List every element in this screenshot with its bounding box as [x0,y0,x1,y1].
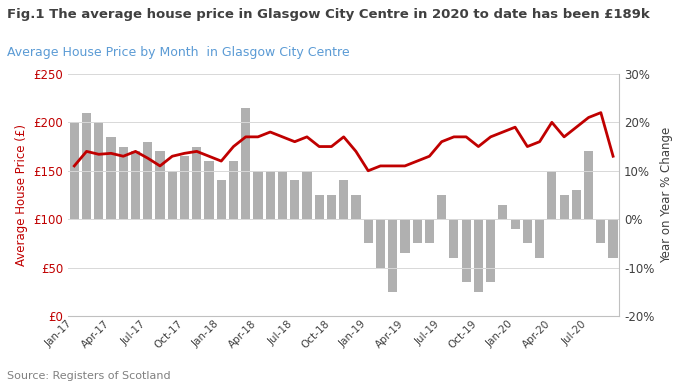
Text: Average House Price by Month  in Glasgow City Centre: Average House Price by Month in Glasgow … [7,46,350,59]
Bar [290,181,299,219]
Text: Fig.1 The average house price in Glasgow City Centre in 2020 to date has been £1: Fig.1 The average house price in Glasgow… [7,8,649,21]
Bar [217,181,226,219]
Text: Source: Registers of Scotland: Source: Registers of Scotland [7,371,171,381]
Bar [449,219,458,258]
Bar [596,219,605,243]
Bar [168,171,177,219]
Bar [180,156,189,219]
Bar [363,219,373,243]
Bar [413,219,422,243]
Y-axis label: Average House Price (£): Average House Price (£) [15,124,28,266]
Bar [352,195,361,219]
Bar [253,171,263,219]
Bar [388,219,397,292]
Bar [69,122,79,219]
Bar [241,108,250,219]
Bar [437,195,447,219]
Y-axis label: Year on Year % Change: Year on Year % Change [660,127,673,263]
Bar [608,219,618,258]
Bar [424,219,434,243]
Bar [204,161,213,219]
Bar [278,171,287,219]
Bar [107,137,116,219]
Bar [547,171,557,219]
Bar [82,113,91,219]
Bar [474,219,483,292]
Bar [376,219,385,268]
Bar [314,195,324,219]
Bar [462,219,471,282]
Bar [535,219,544,258]
Bar [131,151,140,219]
Bar [192,147,202,219]
Bar [510,219,519,229]
Bar [559,195,569,219]
Bar [94,122,103,219]
Bar [266,171,275,219]
Bar [155,151,164,219]
Bar [572,190,581,219]
Bar [498,205,508,219]
Bar [229,161,238,219]
Bar [400,219,409,253]
Bar [327,195,336,219]
Bar [302,171,312,219]
Bar [584,151,593,219]
Bar [118,147,128,219]
Bar [339,181,348,219]
Bar [143,142,152,219]
Bar [523,219,532,243]
Bar [486,219,495,282]
